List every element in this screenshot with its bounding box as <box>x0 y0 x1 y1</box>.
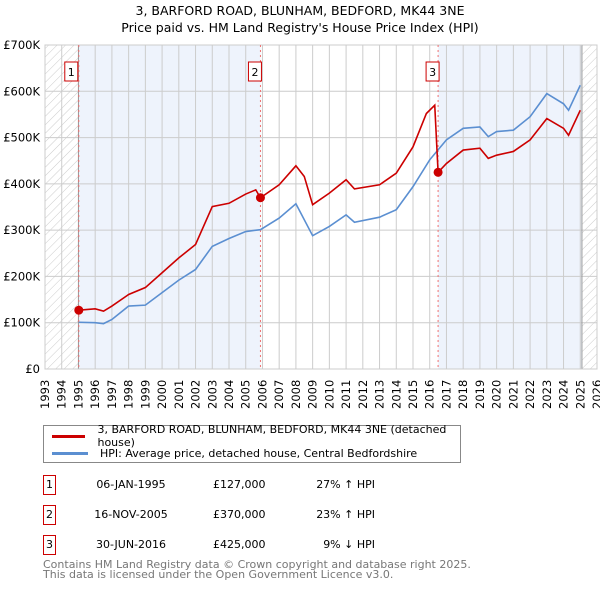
x-tick-label: 2017 <box>439 380 453 409</box>
y-tick-label: £700K <box>3 38 40 52</box>
sale-price: £127,000 <box>213 478 266 491</box>
y-tick-label: £500K <box>3 131 40 145</box>
sale-date: 30-JUN-2016 <box>95 538 167 551</box>
x-tick-label: 2014 <box>389 380 403 409</box>
price-chart: 1993 1994 1995 1996 1997 1998 1999 2000 2001 2002… <box>3 38 600 409</box>
x-tick-label: 2009 <box>306 380 320 409</box>
x-tick-label: 2015 <box>406 380 420 409</box>
sale-point <box>433 167 443 177</box>
x-tick-label: 1993 <box>38 380 52 409</box>
x-tick-label: 1995 <box>71 380 85 409</box>
footer-line: Contains HM Land Registry data © Crown c… <box>43 558 471 571</box>
x-tick-label: 2011 <box>339 380 353 409</box>
sale-number: 2 <box>43 505 56 525</box>
property-price-line <box>78 103 581 313</box>
x-tick-label: 2024 <box>557 380 571 409</box>
x-tick-label: 2016 <box>423 380 437 409</box>
hpi-line <box>78 84 581 325</box>
sale-point <box>74 305 84 315</box>
x-tick-label: 2019 <box>473 380 487 409</box>
x-tick-label: 2006 <box>255 380 269 409</box>
ownership-band <box>78 45 261 369</box>
sale-hpi-change: 27% ↑ HPI <box>316 478 375 491</box>
x-tick-label: 1994 <box>55 380 69 409</box>
sale-date: 16-NOV-2005 <box>94 508 168 521</box>
sale-label-box <box>425 61 440 82</box>
sale-label: 3 <box>429 66 436 79</box>
legend-label: 3, BARFORD ROAD, BLUNHAM, BEDFORD, MK44 … <box>97 423 447 449</box>
sale-label: 2 <box>251 66 258 79</box>
x-tick-label: 2001 <box>172 380 186 409</box>
x-tick-label: 2002 <box>189 380 203 409</box>
chart-subtitle: Price paid vs. HM Land Registry's House … <box>121 20 479 35</box>
sale-row: 1 06-JAN-1995 £127,000 27% ↑ HPI <box>43 475 543 495</box>
x-tick-label: 2025 <box>573 380 587 409</box>
x-tick-label: 2021 <box>506 380 520 409</box>
x-tick-label: 1998 <box>122 380 136 409</box>
chart-title: 3, BARFORD ROAD, BLUNHAM, BEDFORD, MK44 … <box>135 3 465 18</box>
x-tick-label: 2003 <box>205 380 219 409</box>
x-tick-label: 2012 <box>356 380 370 409</box>
sale-price: £370,000 <box>213 508 266 521</box>
footer: Contains HM Land Registry data © Crown c… <box>43 558 471 581</box>
x-tick-label: 1996 <box>88 380 102 409</box>
legend-item-hpi: HPI: Average price, detached house, Cent… <box>52 445 417 461</box>
y-tick-label: £400K <box>3 177 40 191</box>
sale-row: 3 30-JUN-2016 £425,000 9% ↓ HPI <box>43 535 543 555</box>
x-tick-label: 2005 <box>239 380 253 409</box>
x-tick-label: 1999 <box>138 380 152 409</box>
legend-swatch-blue <box>52 451 88 455</box>
x-tick-label: 2026 <box>590 380 600 409</box>
footer-line: This data is licensed under the Open Gov… <box>43 568 394 581</box>
legend-item-property: 3, BARFORD ROAD, BLUNHAM, BEDFORD, MK44 … <box>52 423 460 449</box>
sale-point <box>255 193 265 203</box>
sale-number: 3 <box>43 535 56 555</box>
legend-label: HPI: Average price, detached house, Cent… <box>100 446 418 460</box>
sale-price: £425,000 <box>213 538 266 551</box>
legend-swatch-red <box>52 434 86 438</box>
x-tick-label: 2010 <box>322 380 336 409</box>
x-tick-label: 2020 <box>490 380 504 409</box>
x-tick-label: 2008 <box>289 380 303 409</box>
x-tick-label: 2013 <box>373 380 387 409</box>
sale-date: 06-JAN-1995 <box>96 478 166 491</box>
x-tick-label: 2000 <box>155 380 169 409</box>
legend: 3, BARFORD ROAD, BLUNHAM, BEDFORD, MK44 … <box>43 423 461 463</box>
x-tick-label: 2004 <box>222 380 236 409</box>
sale-hpi-change: 23% ↑ HPI <box>316 508 375 521</box>
sale-label: 1 <box>68 66 75 79</box>
y-tick-label: £0 <box>25 362 40 376</box>
sale-row: 2 16-NOV-2005 £370,000 23% ↑ HPI <box>43 505 543 525</box>
sale-label-box <box>64 61 79 82</box>
y-tick-label: £100K <box>3 316 40 330</box>
x-tick-label: 2023 <box>540 380 554 409</box>
ownership-band <box>438 45 582 369</box>
sale-label-box <box>247 61 262 82</box>
sale-hpi-change: 9% ↓ HPI <box>323 538 375 551</box>
y-tick-label: £600K <box>3 84 40 98</box>
hatched-no-data-right <box>581 45 597 369</box>
x-tick-label: 2007 <box>272 380 286 409</box>
x-tick-label: 1997 <box>105 380 119 409</box>
plot-border <box>44 44 598 370</box>
x-tick-label: 2022 <box>523 380 537 409</box>
x-tick-label: 2018 <box>456 380 470 409</box>
y-tick-label: £200K <box>3 269 40 283</box>
y-tick-label: £300K <box>3 223 40 237</box>
sale-number: 1 <box>43 475 56 495</box>
